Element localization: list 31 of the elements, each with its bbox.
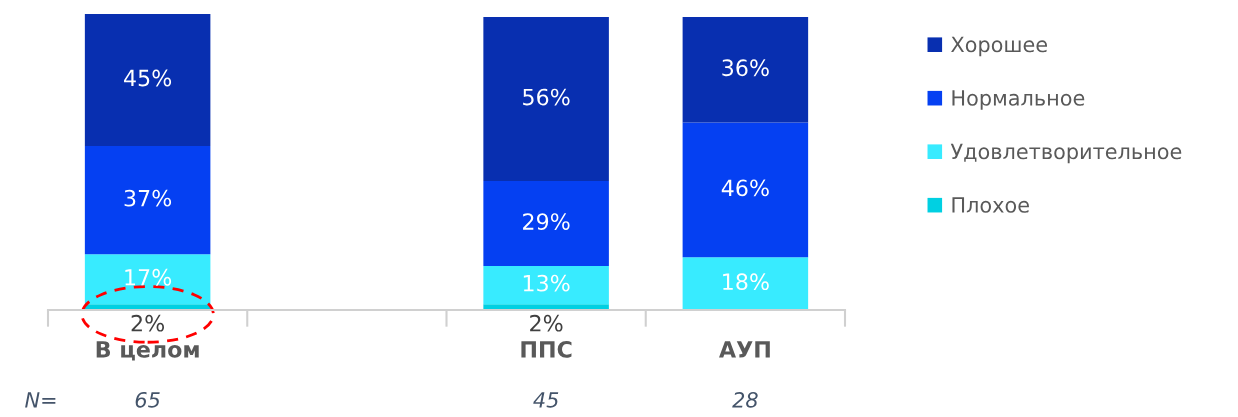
data-label: 13% [523,274,570,292]
data-label: 36% [722,59,769,77]
bar [682,122,809,258]
x-tick-label: В целом [96,341,199,361]
data-label: 37% [124,189,172,207]
bar [84,254,211,305]
x-tick-label: АУП [719,341,770,358]
data-label: 29% [523,213,570,230]
text: 45 [533,392,559,408]
data-label: 45% [124,69,172,87]
text: N= [25,392,56,408]
legend-label: Удовлетворительное [950,143,1182,164]
bar [682,257,809,310]
bar [483,266,609,305]
text: 65 [135,391,160,408]
data-label: 2% [131,314,165,332]
data-label: 18% [723,273,769,291]
data-label: 17% [125,268,172,286]
data-label: 46% [721,179,769,197]
bar [84,14,211,146]
x-tick-label: ППС [521,340,572,358]
legend-label: Хорошее [951,36,1048,57]
text: 28 [732,391,758,408]
legend-label: Нормальное [952,90,1085,110]
bar [84,145,211,255]
bar [483,16,609,182]
bar [483,181,609,267]
data-label: 56% [523,88,570,106]
data-label: 2% [530,314,563,332]
bar [682,16,809,123]
legend-label: Плохое [952,197,1029,213]
